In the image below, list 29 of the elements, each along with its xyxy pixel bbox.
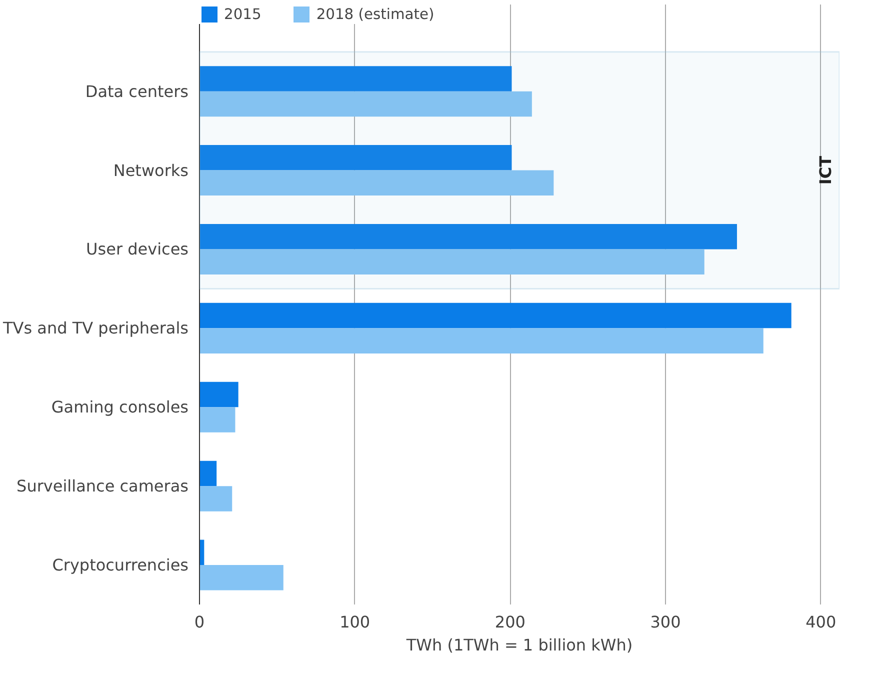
bar (200, 145, 512, 170)
x-tick-label: 400 (806, 612, 836, 632)
x-tick-label: 200 (494, 612, 526, 632)
bar (200, 302, 792, 328)
bar (200, 328, 764, 354)
bar (200, 170, 554, 196)
y-tick-label: Gaming consoles (51, 398, 188, 417)
bar (200, 382, 238, 408)
x-tick-label: 100 (340, 612, 370, 632)
bar (200, 407, 236, 432)
band-label: ICT (816, 156, 835, 185)
bar (200, 224, 737, 250)
y-tick-label: Networks (113, 160, 188, 180)
bar (200, 249, 704, 274)
y-tick-label: Data centers (85, 82, 189, 101)
bar (200, 91, 532, 117)
bar (200, 565, 284, 590)
x-tick-label: 300 (650, 612, 681, 632)
y-tick-label: TVs and TV peripherals (2, 318, 189, 338)
legend-label: 2018 (estimate) (316, 6, 434, 22)
y-tick-label: Cryptocurrencies (52, 556, 189, 575)
bar (200, 460, 217, 486)
bar (200, 66, 512, 92)
legend-label: 2015 (224, 6, 262, 22)
y-tick-label: User devices (86, 240, 189, 259)
y-tick-label: Surveillance cameras (16, 476, 189, 496)
x-tick-label: 0 (194, 612, 205, 632)
bar (200, 486, 232, 512)
x-axis-title: TWh (1TWh = 1 billion kWh) (405, 636, 633, 654)
